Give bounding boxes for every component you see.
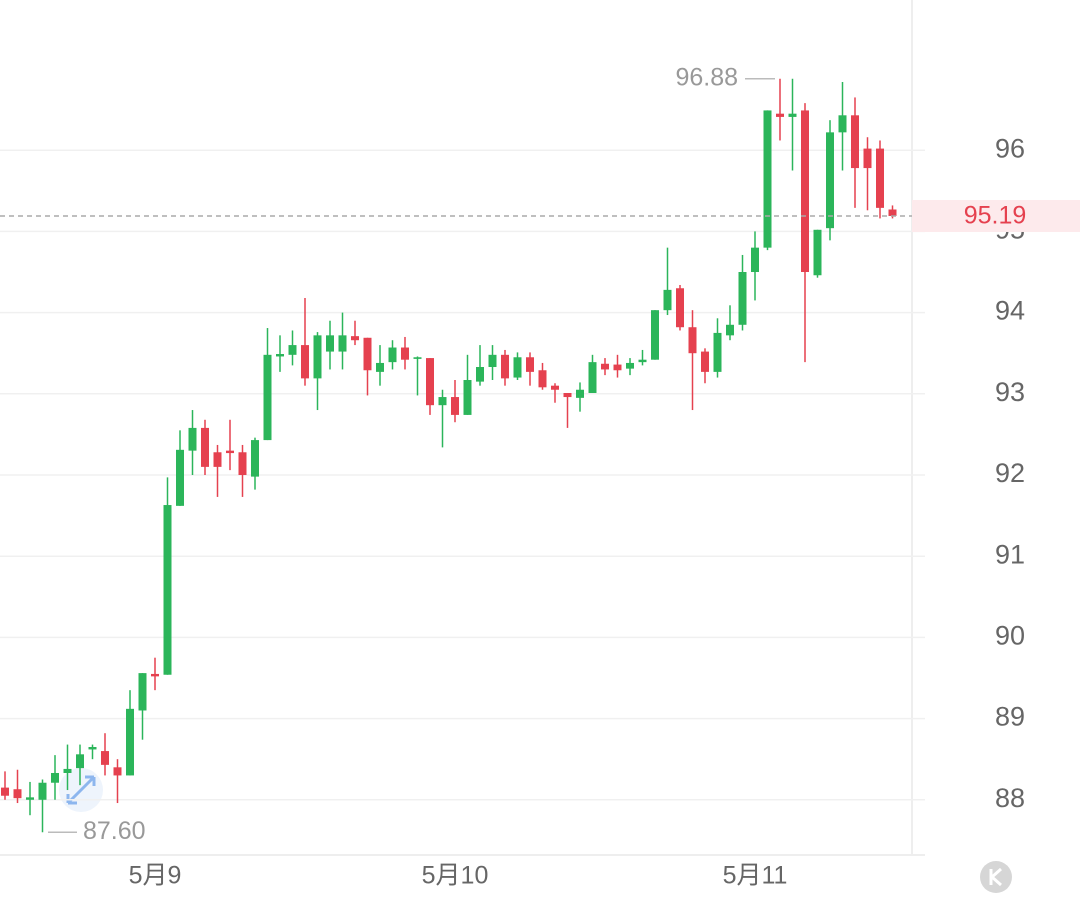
candle-body <box>51 772 59 783</box>
y-tick-label: 93 <box>995 377 1025 407</box>
candle-body <box>88 747 97 750</box>
candle-body <box>413 357 422 359</box>
kline-button-glyph <box>989 867 1002 887</box>
candle-body <box>863 148 872 169</box>
candle-body <box>188 427 197 451</box>
candle-body <box>338 335 347 352</box>
candle-body <box>463 380 472 415</box>
candle-body <box>713 332 722 372</box>
y-tick-label: 90 <box>995 621 1025 651</box>
x-tick-label: 5月11 <box>723 862 788 890</box>
candle-body <box>826 132 834 229</box>
candle-body <box>726 324 734 336</box>
candle-body <box>776 113 784 117</box>
candle-body <box>63 768 72 773</box>
candle-body <box>701 351 709 372</box>
candle-body <box>101 751 109 765</box>
y-tick-label: 91 <box>995 539 1025 569</box>
candle-body <box>313 335 322 379</box>
candle-body <box>551 385 559 390</box>
candle-body <box>763 110 772 248</box>
candle-body <box>601 363 609 370</box>
kline-button[interactable] <box>980 861 1012 893</box>
candle-body <box>138 673 147 711</box>
candle-body <box>401 347 409 360</box>
candle-body <box>588 362 597 393</box>
candle-body <box>288 345 297 355</box>
candle-body <box>226 450 234 454</box>
candle-body <box>751 247 759 273</box>
candle-body <box>613 364 622 371</box>
candle-body <box>126 708 134 776</box>
candle-body <box>801 110 809 273</box>
candle-body <box>738 272 747 325</box>
candle-body <box>201 427 209 467</box>
last-price-box <box>912 199 1080 232</box>
candle-body <box>388 347 397 363</box>
candle-body <box>488 354 497 368</box>
candle-body <box>688 327 697 354</box>
candle-body <box>838 115 847 133</box>
candle-body <box>576 389 584 398</box>
candle-body <box>851 115 859 169</box>
candle-body <box>876 148 884 208</box>
candle-body <box>663 289 672 311</box>
candle-body <box>438 397 447 406</box>
candle-body <box>676 288 684 328</box>
candle-body <box>151 673 159 677</box>
candle-body <box>513 357 522 378</box>
candle-body <box>1 787 9 796</box>
y-tick-label: 89 <box>995 702 1025 732</box>
expand-icon[interactable] <box>59 768 103 812</box>
candle-body <box>13 789 22 799</box>
candle-body <box>476 367 484 382</box>
candle-body <box>238 452 247 475</box>
candle-body <box>638 359 647 363</box>
candle-body <box>426 358 434 406</box>
candle-body <box>351 336 359 341</box>
candle-body <box>113 767 122 776</box>
candle-body <box>176 449 184 506</box>
candle-body <box>376 362 384 372</box>
candle-body <box>526 357 534 372</box>
candle-body <box>263 354 272 441</box>
candle-body <box>563 392 572 398</box>
y-tick-label: 96 <box>995 133 1025 163</box>
x-tick-label: 5月10 <box>422 862 489 890</box>
candle-body <box>213 452 222 467</box>
candle-body <box>326 335 334 352</box>
y-tick-label: 92 <box>995 458 1025 488</box>
y-tick-label: 94 <box>995 296 1025 326</box>
expand-arrow <box>66 775 96 805</box>
candle-body <box>626 362 634 369</box>
candle-body <box>813 229 822 276</box>
candle-body <box>538 370 547 388</box>
low-marker-label: 87.60 <box>83 817 146 845</box>
candle-body <box>251 440 259 477</box>
candle-body <box>888 209 897 216</box>
high-marker-label: 96.88 <box>675 63 738 91</box>
candle-body <box>788 113 797 117</box>
candle-body <box>363 337 372 371</box>
candle-body <box>38 782 47 800</box>
kline-button-bg <box>980 861 1012 893</box>
candle-body <box>26 797 34 800</box>
candle-body <box>276 354 284 357</box>
y-tick-label: 88 <box>995 783 1025 813</box>
candle-body <box>501 354 509 379</box>
x-tick-label: 5月9 <box>129 862 182 890</box>
candle-body <box>76 754 84 769</box>
candle-body <box>301 345 309 379</box>
candle-body <box>163 505 172 675</box>
candle-body <box>451 397 459 415</box>
last-price-label: 95.19 <box>964 202 1027 230</box>
candle-body <box>651 310 659 360</box>
